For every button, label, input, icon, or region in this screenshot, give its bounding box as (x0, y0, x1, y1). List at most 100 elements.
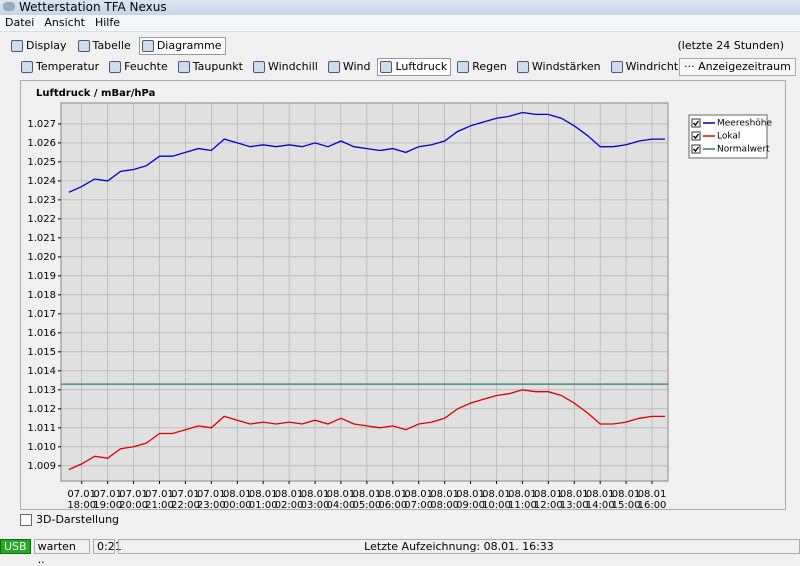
legend-checkbox[interactable] (691, 131, 701, 141)
x-tick-label: 08.01 (612, 489, 641, 500)
tab-icon (141, 40, 154, 52)
checkbox[interactable] (20, 513, 32, 526)
x-tick-label: 08.01 (508, 489, 537, 500)
x-tick-label: 08.01 (301, 489, 330, 500)
subtab[interactable]: Luftdruck (377, 58, 452, 76)
x-tick-label: 05:00 (352, 500, 381, 509)
subtab[interactable]: Windstärken (514, 58, 605, 76)
x-tick-label: 12:00 (534, 500, 563, 509)
tab-icon (380, 61, 393, 73)
x-tick-label: 13:00 (560, 500, 589, 509)
x-tick-label: 16:00 (638, 500, 667, 509)
x-tick-label: 08.01 (456, 489, 485, 500)
legend-entry: Lokal (691, 131, 740, 142)
tab-label: Display (26, 39, 67, 52)
check-mark (693, 120, 700, 127)
status-time: 0:21 (92, 538, 122, 554)
check-mark (693, 133, 700, 140)
x-tick-label: 08.01 (430, 489, 459, 500)
chart-title: Luftdruck / mBar/hPa (36, 88, 155, 99)
status-bar: USB warten .. 0:21 Letzte Aufzeichnung: … (0, 538, 800, 566)
status-state: warten .. (33, 538, 90, 566)
x-tick-label: 15:00 (612, 500, 641, 509)
chart: Luftdruck / mBar/hPa 1.009 1.010 1.011 1.01… (27, 88, 772, 511)
subtab[interactable]: Wind (325, 58, 375, 76)
subtab-label: Windstärken (531, 60, 601, 73)
subtab[interactable]: Regen (454, 58, 511, 76)
y-tick-label: 1.013 (27, 385, 56, 396)
tab-icon (327, 61, 340, 73)
tab-icon (252, 61, 265, 73)
tab-icon (77, 40, 90, 52)
x-tick-label: 07.01 (67, 489, 96, 500)
y-tick-label: 1.012 (27, 404, 56, 415)
y-tick-label: 1.027 (27, 119, 56, 130)
status-last: Letzte Aufzeichnung: 08.01. 16:33 (117, 538, 800, 554)
option-label: 3D-Darstellung (36, 513, 120, 526)
legend-checkbox[interactable] (691, 118, 701, 128)
menu-item[interactable]: Ansicht (44, 16, 85, 29)
x-tick-label: 07.01 (145, 489, 174, 500)
x-tick-label: 08.01 (378, 489, 407, 500)
y-tick-label: 1.024 (27, 176, 56, 187)
subtab-label: Regen (472, 60, 507, 73)
menu-item[interactable]: Datei (5, 16, 35, 29)
x-tick-label: 08.01 (327, 489, 356, 500)
x-tick-label: 07.01 (171, 489, 200, 500)
y-tick-label: 1.022 (27, 214, 56, 225)
plot-area (60, 102, 669, 482)
y-tick-label: 1.015 (27, 347, 56, 358)
tab-icon (457, 61, 470, 73)
series-line (68, 389, 665, 471)
subtab-label: Windchill (267, 60, 318, 73)
legend-entry: Normalwert (691, 144, 770, 155)
series-line (68, 111, 665, 193)
tab[interactable]: Display (8, 37, 71, 55)
y-tick-label: 1.018 (27, 290, 56, 301)
subtab[interactable]: Taupunkt (175, 58, 247, 76)
y-tick-label: 1.016 (27, 328, 56, 339)
legend-entry: Meereshöhe (691, 118, 772, 129)
usb-indicator: USB (0, 538, 31, 554)
legend-label: Normalwert (717, 145, 770, 155)
tab-bar: Display Tabelle Diagramme (8, 37, 226, 55)
tab-icon (21, 61, 33, 73)
subtab[interactable]: Windchill (250, 58, 322, 76)
x-tick-label: 04:00 (327, 500, 356, 509)
x-tick-label: 07:00 (404, 500, 433, 509)
tab[interactable]: Diagramme (138, 37, 226, 55)
option-row: 3D-Darstellung (20, 513, 119, 526)
y-tick-label: 1.011 (27, 423, 56, 434)
tab-icon (516, 61, 529, 73)
tab-icon (109, 61, 122, 73)
subtab[interactable]: Temperatur (18, 58, 103, 76)
legend-box (688, 114, 768, 159)
x-tick-label: 21:00 (145, 500, 174, 509)
y-tick-label: 1.021 (27, 233, 56, 244)
menu-bar: Datei Ansicht Hilfe (0, 15, 800, 32)
tab-label: Diagramme (156, 39, 222, 52)
x-tick-label: 03:00 (301, 500, 330, 509)
subtab-label: Temperatur (36, 60, 100, 73)
subtab-label: Wind (342, 60, 371, 73)
x-tick-label: 01:00 (249, 500, 278, 509)
legend-label: Lokal (717, 132, 740, 142)
x-tick-label: 08:00 (430, 500, 459, 509)
x-tick-label: 08.01 (638, 489, 667, 500)
tab[interactable]: Tabelle (75, 37, 135, 55)
range-button[interactable]: ··· Anzeigezeitraum (679, 58, 796, 76)
legend-checkbox[interactable] (691, 144, 701, 154)
y-tick-label: 1.010 (27, 442, 56, 453)
menu-item[interactable]: Hilfe (94, 16, 121, 29)
x-tick-label: 18:00 (67, 500, 96, 509)
x-tick-label: 19:00 (93, 500, 122, 509)
x-tick-label: 07.01 (197, 489, 226, 500)
x-tick-label: 20:00 (119, 500, 148, 509)
subtab-label: Feuchte (124, 60, 168, 73)
tab-icon (177, 61, 190, 73)
subtab[interactable]: Feuchte (106, 58, 172, 76)
x-tick-label: 08.01 (560, 489, 589, 500)
x-tick-label: 08.01 (482, 489, 511, 500)
window-title: Wetterstation TFA Nexus (19, 0, 167, 14)
y-tick-label: 1.019 (27, 271, 56, 282)
